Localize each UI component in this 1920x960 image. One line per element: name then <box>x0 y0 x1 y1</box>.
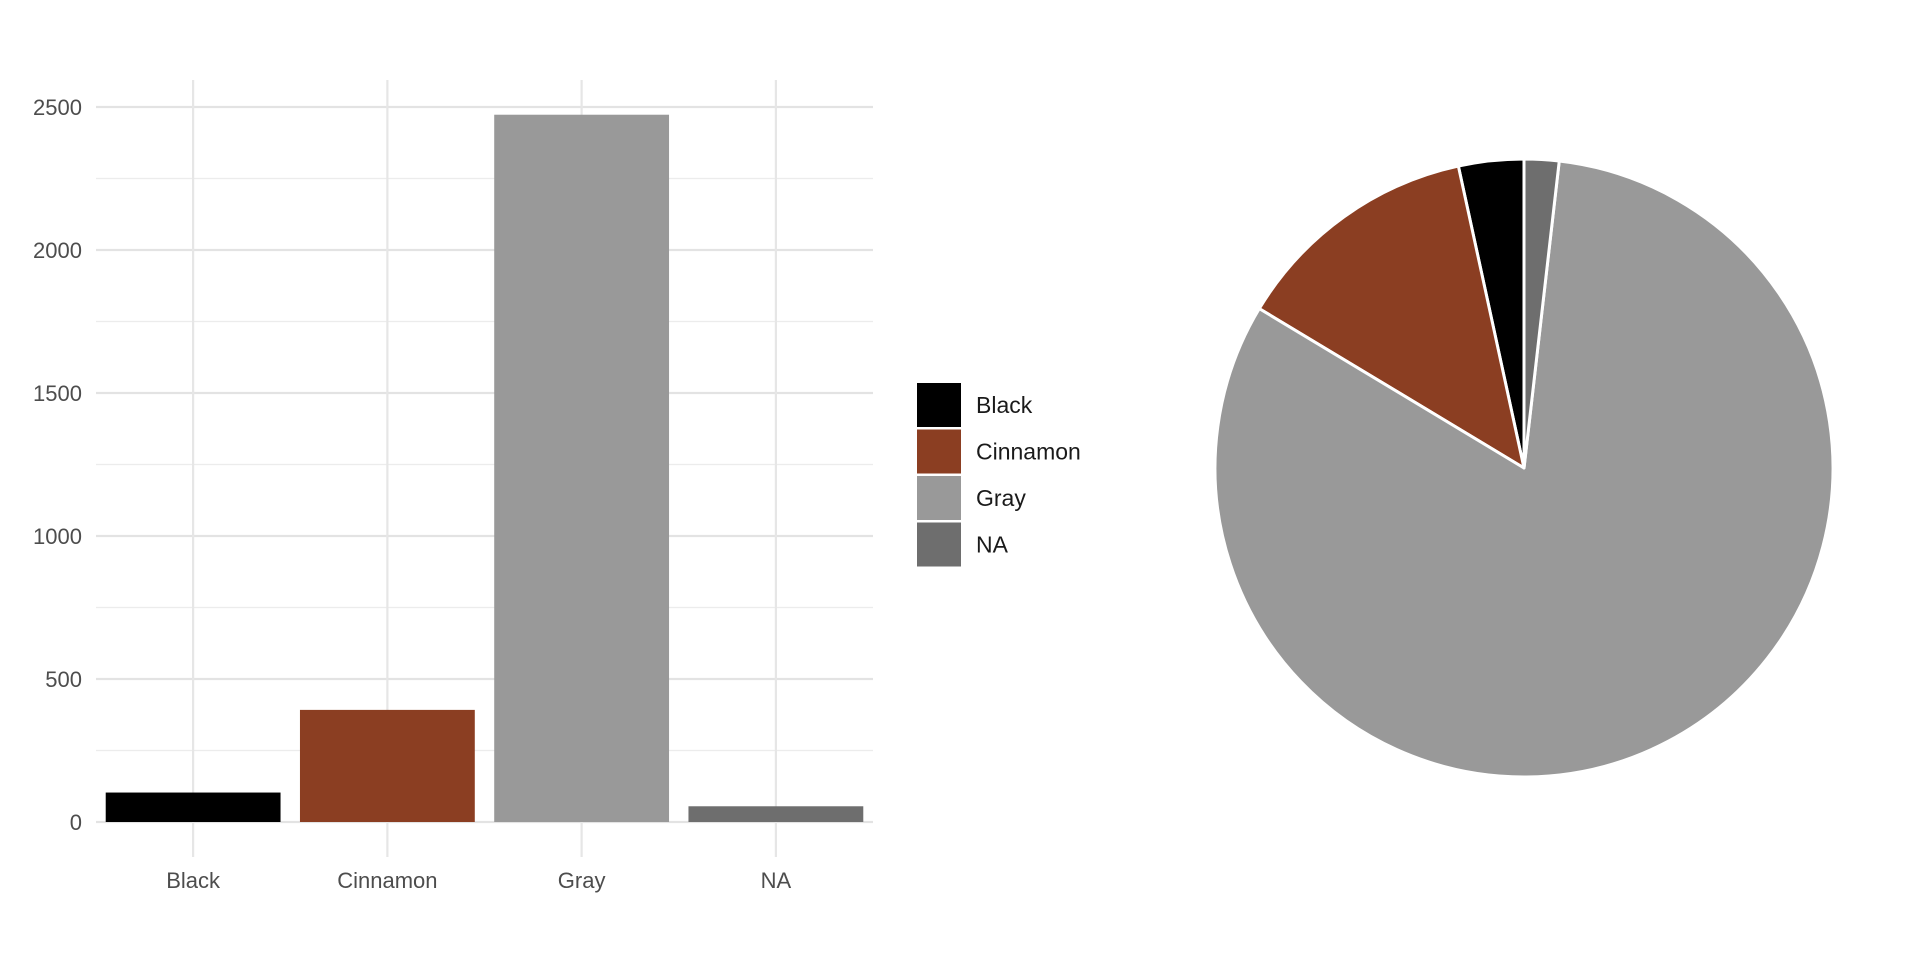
y-tick-label: 1000 <box>33 524 82 549</box>
legend: Black Cinnamon Gray NA <box>917 383 1081 567</box>
bar-series <box>105 114 864 823</box>
legend-label: NA <box>976 532 1009 558</box>
bar-grid-vertical <box>192 80 777 857</box>
bar-cinnamon <box>299 709 475 822</box>
y-tick-label: 2000 <box>33 238 82 263</box>
legend-item-gray: Gray <box>917 476 1026 520</box>
legend-swatch <box>917 429 961 474</box>
legend-label: Gray <box>976 485 1026 511</box>
legend-item-black: Black <box>917 383 1033 427</box>
y-tick-label: 500 <box>45 667 82 692</box>
bar-grid-minor <box>96 177 873 752</box>
pie-slice-cinnamon <box>1257 164 1526 470</box>
x-tick-label-black: Black <box>166 868 221 893</box>
pie-slice-na <box>1522 157 1561 470</box>
bar-gray <box>494 114 670 823</box>
legend-swatch <box>917 476 961 520</box>
bar-black <box>105 792 281 822</box>
x-axis-tick-labels: Black Cinnamon Gray NA <box>166 868 791 893</box>
y-tick-label: 0 <box>70 810 82 835</box>
y-tick-label: 2500 <box>33 95 82 120</box>
x-tick-label-gray: Gray <box>558 868 606 893</box>
y-axis-tick-labels: 0 500 1000 1500 2000 2500 <box>33 95 82 835</box>
legend-swatch <box>917 383 961 427</box>
y-tick-label: 1500 <box>33 381 82 406</box>
pie-chart <box>1213 157 1835 779</box>
legend-item-na: NA <box>917 522 1009 567</box>
legend-swatch <box>917 522 961 567</box>
legend-label: Cinnamon <box>976 439 1081 465</box>
bar-na <box>688 806 864 822</box>
bar-chart: 0 500 1000 1500 2000 2500 Black Cinnamon Gray NA <box>33 80 873 893</box>
legend-label: Black <box>976 392 1033 418</box>
x-tick-label-na: NA <box>761 868 792 893</box>
legend-item-cinnamon: Cinnamon <box>917 429 1081 474</box>
x-tick-label-cinnamon: Cinnamon <box>337 868 437 893</box>
